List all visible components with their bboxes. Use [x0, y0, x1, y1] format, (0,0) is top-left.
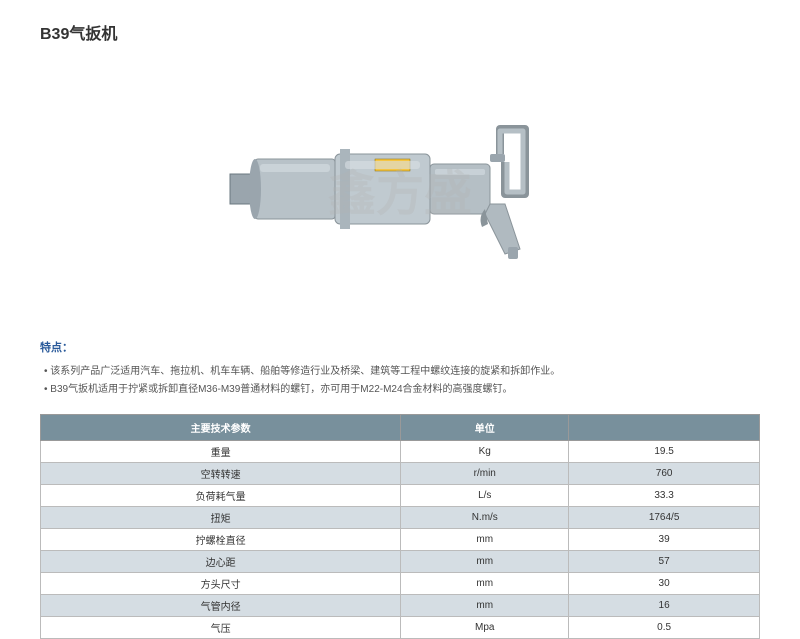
- table-body: 重量 Kg 19.5 空转转速 r/min 760 负荷耗气量 L/s 33.3…: [41, 441, 760, 639]
- param-cell: 空转转速: [41, 463, 401, 485]
- unit-cell: Mpa: [401, 617, 569, 639]
- param-cell: 拧螺栓直径: [41, 529, 401, 551]
- value-cell: 19.5: [569, 441, 760, 463]
- value-cell: 0.5: [569, 617, 760, 639]
- table-header-param: 主要技术参数: [41, 415, 401, 441]
- pneumatic-wrench-icon: [210, 99, 590, 279]
- unit-cell: mm: [401, 595, 569, 617]
- feature-item: • B39气扳机适用于拧紧或拆卸直径M36-M39普通材料的螺钉，亦可用于M22…: [40, 381, 760, 399]
- unit-cell: mm: [401, 573, 569, 595]
- param-cell: 负荷耗气量: [41, 485, 401, 507]
- unit-cell: mm: [401, 551, 569, 573]
- table-header-value: [569, 415, 760, 441]
- unit-cell: N.m/s: [401, 507, 569, 529]
- value-cell: 30: [569, 573, 760, 595]
- table-header-unit: 单位: [401, 415, 569, 441]
- feature-text: B39气扳机适用于拧紧或拆卸直径M36-M39普通材料的螺钉，亦可用于M22-M…: [50, 384, 512, 395]
- value-cell: 760: [569, 463, 760, 485]
- table-row: 空转转速 r/min 760: [41, 463, 760, 485]
- table-row: 气压 Mpa 0.5: [41, 617, 760, 639]
- features-label: 特点：: [40, 339, 760, 355]
- value-cell: 16: [569, 595, 760, 617]
- feature-item: • 该系列产品广泛适用汽车、拖拉机、机车车辆、船舶等修造行业及桥梁、建筑等工程中…: [40, 363, 760, 381]
- feature-text: 该系列产品广泛适用汽车、拖拉机、机车车辆、船舶等修造行业及桥梁、建筑等工程中螺纹…: [50, 366, 560, 377]
- table-row: 方头尺寸 mm 30: [41, 573, 760, 595]
- specifications-table: 主要技术参数 单位 重量 Kg 19.5 空转转速 r/min 760 负荷耗气…: [40, 414, 760, 639]
- value-cell: 1764/5: [569, 507, 760, 529]
- table-row: 拧螺栓直径 mm 39: [41, 529, 760, 551]
- param-cell: 重量: [41, 441, 401, 463]
- param-cell: 气压: [41, 617, 401, 639]
- table-row: 边心距 mm 57: [41, 551, 760, 573]
- param-cell: 气管内径: [41, 595, 401, 617]
- page-title: B39气扳机: [40, 20, 760, 44]
- table-row: 扭矩 N.m/s 1764/5: [41, 507, 760, 529]
- value-cell: 33.3: [569, 485, 760, 507]
- table-row: 气管内径 mm 16: [41, 595, 760, 617]
- unit-cell: r/min: [401, 463, 569, 485]
- value-cell: 57: [569, 551, 760, 573]
- product-image-container: 鑫方盛: [40, 59, 760, 319]
- param-cell: 扭矩: [41, 507, 401, 529]
- value-cell: 39: [569, 529, 760, 551]
- unit-cell: mm: [401, 529, 569, 551]
- param-cell: 方头尺寸: [41, 573, 401, 595]
- table-row: 负荷耗气量 L/s 33.3: [41, 485, 760, 507]
- table-header-row: 主要技术参数 单位: [41, 415, 760, 441]
- table-row: 重量 Kg 19.5: [41, 441, 760, 463]
- unit-cell: L/s: [401, 485, 569, 507]
- features-section: 特点： • 该系列产品广泛适用汽车、拖拉机、机车车辆、船舶等修造行业及桥梁、建筑…: [40, 339, 760, 399]
- param-cell: 边心距: [41, 551, 401, 573]
- unit-cell: Kg: [401, 441, 569, 463]
